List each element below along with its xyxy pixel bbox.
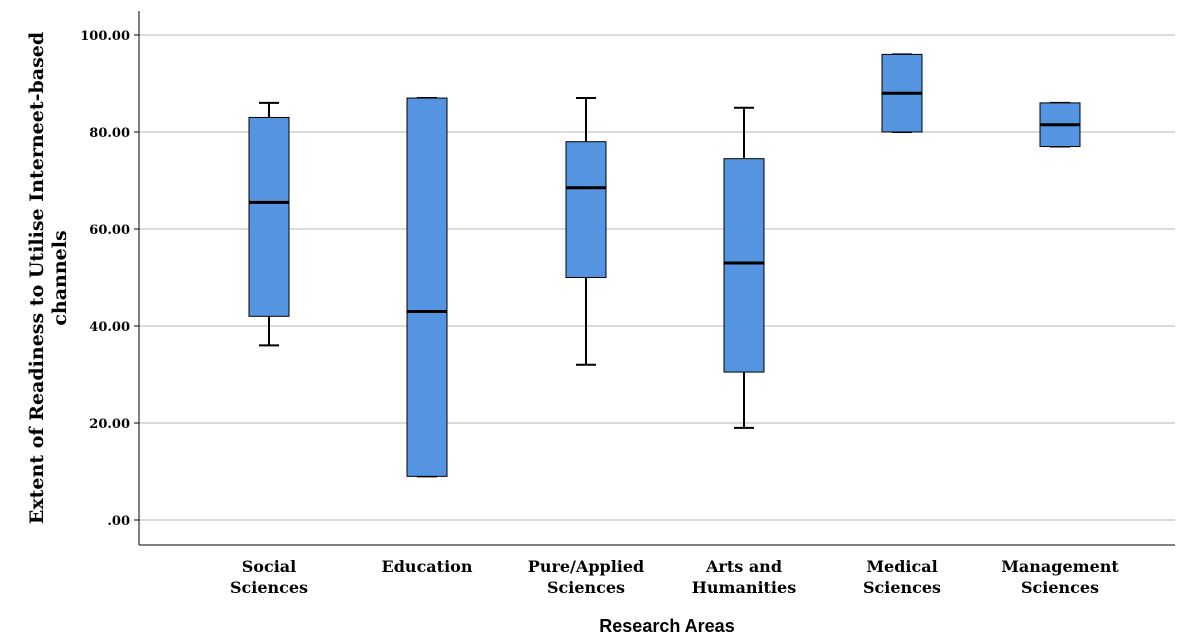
box-group [565,97,607,366]
category-label: Social [242,557,297,576]
boxes [248,53,1081,478]
x-axis-title: Research Areas [599,616,734,636]
box-group [1039,101,1081,148]
axes [134,11,1175,546]
category-label: Pure/Applied [528,557,644,576]
box-group [881,53,923,133]
category-labels: Social Sciences Education Pure/Applied Scien… [230,557,1119,597]
category-label: Sciences [547,578,625,597]
box-group [723,106,765,429]
y-tick-label: 80.00 [89,126,130,141]
box-iqr [723,158,765,373]
y-axis-title: Extent of Readiness to Utilise Interneet… [26,32,71,524]
y-tick-labels: .00 20.00 40.00 60.00 80.00 100.00 [80,29,130,529]
y-tick-label: 20.00 [89,417,130,432]
box-iqr [565,141,607,278]
y-tick-label: 60.00 [89,223,130,238]
y-tick-label: 40.00 [89,320,130,335]
category-label: Medical [866,557,937,576]
box-iqr [406,97,448,477]
category-label: Sciences [863,578,941,597]
category-label: Education [382,557,473,576]
y-tick-label: 100.00 [80,29,130,44]
box-iqr [248,116,290,317]
category-label: Management [1001,557,1119,576]
box-group [248,101,290,347]
gridlines [139,34,1175,521]
category-label: Arts and [705,557,782,576]
category-label: Humanities [692,578,796,597]
box-group [406,97,448,478]
y-tick-label: .00 [107,514,130,529]
category-label: Sciences [230,578,308,597]
category-label: Sciences [1021,578,1099,597]
